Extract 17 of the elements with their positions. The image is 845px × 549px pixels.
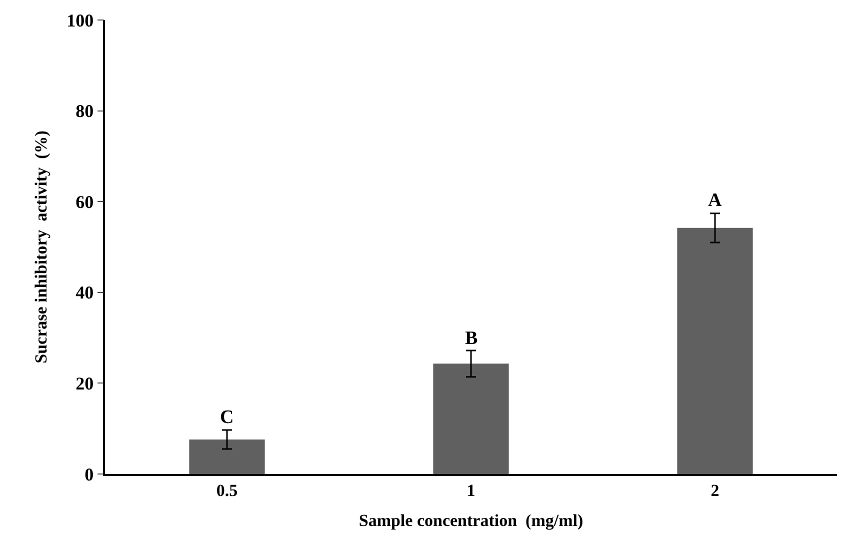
x-tick-label: 0.5 [216,481,238,500]
y-tick-label: 60 [76,192,94,212]
annotation: B [465,328,478,349]
y-tick-label: 40 [76,282,94,303]
bar [677,228,753,474]
x-axis-title: Sample concentration (mg/ml) [358,511,584,530]
y-tick-label: 100 [66,10,94,30]
y-tick-label: 0 [84,464,94,484]
bar [189,440,265,474]
y-tick-label: 20 [76,374,94,394]
annotation: A [708,190,722,211]
x-tick-label: 2 [710,481,720,500]
y-tick-label: 80 [76,101,94,122]
y-axis-title: Sucrase inhibitory activity (%) [32,130,51,364]
x-tick-label: 1 [466,481,476,500]
bar [433,364,509,474]
annotation: C [220,407,234,428]
